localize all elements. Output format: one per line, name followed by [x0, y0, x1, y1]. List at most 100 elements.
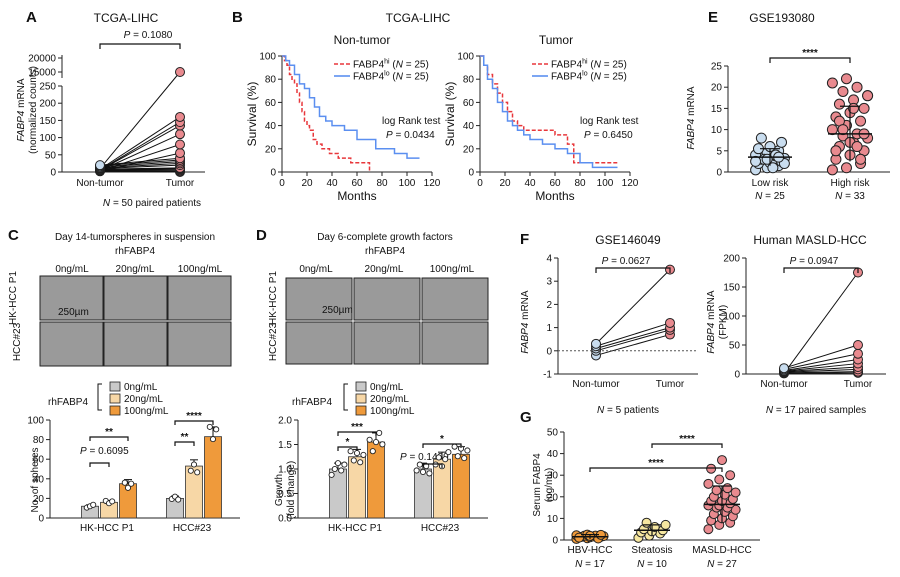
panel-b-tumor-legend-label-1: FABP4lo (N = 25): [551, 71, 627, 83]
panel-e-point-high-17: [833, 98, 845, 110]
panel-b-nontumor-curve-0: [282, 55, 371, 172]
panel-d-sub: rhFABP4: [365, 246, 405, 257]
panel-e-ylabel: FABP4 mRNA: [686, 86, 697, 149]
panel-f-masld-xtick-1: Tumor: [844, 379, 873, 390]
panel-d-y-ticklabel-1: 0.5: [278, 489, 292, 500]
panel-b-tumor-curve-1: [480, 55, 618, 169]
panel-f-masld-pair-line-1: [783, 371, 859, 374]
panel-a-point-tumor-12: [175, 139, 185, 150]
panel-f-gse-xtick-0: Non-tumor: [572, 379, 620, 390]
panel-b-tumor-y-ticklabel-5: 100: [457, 52, 474, 63]
panel-e-point-high-11: [826, 124, 838, 136]
panel-b-sub-tumor: Tumor: [539, 33, 573, 47]
panel-d-pt-1-0-1: [416, 461, 423, 468]
panel-d-pt-0-2-3: [376, 429, 383, 436]
panel-g-y-ticklabel-0: 0: [552, 536, 558, 547]
panel-c-pt-0-0-2: [90, 501, 97, 508]
panel-d-xtick-0: HK-HCC P1: [328, 523, 382, 534]
panel-d-pt-1-0-0: [413, 467, 420, 474]
panel-g-xtick-0: HBV-HCC: [567, 545, 612, 556]
panel-e-y-ticklabel-1: 5: [716, 146, 722, 157]
panel-d-pt-0-0-1: [331, 465, 338, 473]
panel-e-y-ticklabel-4: 20: [711, 83, 723, 94]
panel-b-tumor-y-ticklabel-2: 40: [463, 121, 475, 132]
panel-c-pt-0-2-2: [128, 480, 135, 487]
panel-d-pt-0-0-2: [334, 460, 342, 467]
panel-b-tumor-xlabel: Months: [535, 189, 574, 203]
panel-d-title: Day 6-complete growth factors: [317, 232, 453, 243]
panel-f-gse-y-ticklabel-5: 4: [546, 254, 552, 265]
panel-e-n-1: N = 33: [835, 191, 865, 202]
panel-e-point-high-22: [826, 77, 838, 89]
panel-f-masld-pair-line-0: [783, 372, 859, 374]
panel-b-nontumor-y-ticklabel-0: 0: [270, 168, 276, 179]
panel-a-n: N = 50 paired patients: [103, 198, 201, 209]
panel-d-pt-1-1-3: [442, 456, 449, 463]
panel-b-nontumor-legend-label-1: FABP4lo (N = 25): [353, 71, 429, 83]
panel-c-bar-1-0: [166, 497, 184, 519]
panel-a-point-tumor-16: [175, 111, 185, 122]
panel-d-b4-sig: *: [440, 434, 444, 445]
panel-c-pt-1-2-1: [209, 436, 217, 443]
panel-a-xtick-1: Tumor: [166, 178, 195, 189]
panel-b-tumor-curve-0: [480, 55, 618, 164]
panel-c-b2-sig: **: [105, 427, 113, 438]
panel-f-gse-pair-line-0: [595, 334, 671, 356]
panel-d-pvalue: P = 0.1499: [400, 452, 449, 463]
micrograph-c-hcc23-20: [103, 321, 168, 367]
panel-a-pair-line-17: [99, 71, 181, 169]
panel-f-masld-y-ticklabel-2: 100: [723, 312, 740, 323]
panel-g-point-2-23: [714, 474, 725, 485]
panel-e-point-high-25: [830, 145, 842, 157]
panel-a-pair-line-11: [99, 152, 181, 172]
panel-c-sub: rhFABP4: [115, 246, 155, 257]
panel-d-pt-0-1-2: [353, 450, 361, 457]
panel-g-point-2-22: [703, 478, 714, 489]
panel-e-y-ticklabel-5: 25: [711, 62, 723, 73]
panel-e-bracket: [769, 57, 851, 63]
panel-c-xtick-0: HK-HCC P1: [80, 523, 134, 534]
panel-b-nontumor-x-ticklabel-3: 60: [351, 178, 363, 189]
panel-c-pvalue: P = 0.6095: [80, 446, 129, 457]
micrograph-c-hk-20: [103, 275, 168, 321]
panel-e-xtick-0: Low risk: [752, 178, 790, 189]
panel-d-pt-0-1-3: [357, 459, 364, 466]
panel-d-conc-0: 0ng/mL: [299, 264, 333, 275]
panel-c-y-ticklabel-1: 20: [33, 494, 45, 505]
panel-c-scalebar: 250µm: [58, 307, 89, 318]
panel-c-pt-1-0-2: [175, 496, 182, 503]
panel-d-pt-1-2-3: [461, 455, 468, 462]
panel-a-low-y-ticklabel-2: 100: [39, 133, 56, 144]
panel-b-nontumor-curve-1: [282, 55, 420, 159]
panel-g-ylabel: Serum FABP4: [532, 453, 543, 517]
panel-f-masld-point-tumor-7: [853, 340, 863, 350]
panel-e-y-ticklabel-0: 0: [716, 168, 722, 179]
panel-c-legend-swatch-1: [109, 393, 121, 404]
panel-d-bar-1-2: [452, 453, 470, 519]
panel-g-point-0-14: [574, 532, 585, 543]
panel-c-conc-0: 0ng/mL: [55, 264, 89, 275]
panel-d-pt-0-1-4: [360, 451, 367, 458]
panel-c-pt-1-2-0: [206, 423, 213, 430]
panel-d-row-hk: HK-HCC P1: [268, 271, 279, 325]
panel-a-pair-line-8: [99, 161, 181, 168]
panel-f-p1: P = 0.0627: [602, 256, 651, 267]
panel-c: C Day 14-tumorspheres in suspension rhFA…: [8, 227, 240, 534]
panel-g-y-ticklabel-4: 40: [547, 449, 559, 460]
panel-e-y-ticklabel-3: 15: [711, 104, 723, 115]
panel-f-masld-pair-line-5: [783, 359, 859, 372]
micrograph-c-hcc23-100: [167, 321, 232, 367]
panel-f-masld-pair-line-4: [783, 363, 859, 372]
panel-f-masld-pair-line-7: [783, 344, 859, 369]
panel-c-title: Day 14-tumorspheres in suspension: [55, 232, 215, 243]
panel-b-nontumor-x-ticklabel-4: 80: [376, 178, 388, 189]
panel-f-gse-y-ticklabel-4: 3: [546, 277, 552, 288]
panel-d-pt-1-0-4: [426, 470, 433, 477]
panel-f-ylabel2b: (FPKM): [718, 305, 729, 339]
panel-label-c: C: [8, 227, 19, 244]
panel-b-nontumor-y-ticklabel-1: 20: [265, 144, 277, 155]
panel-b-nontumor-x-ticklabel-1: 20: [301, 178, 313, 189]
panel-g-point-2-19: [730, 487, 741, 498]
